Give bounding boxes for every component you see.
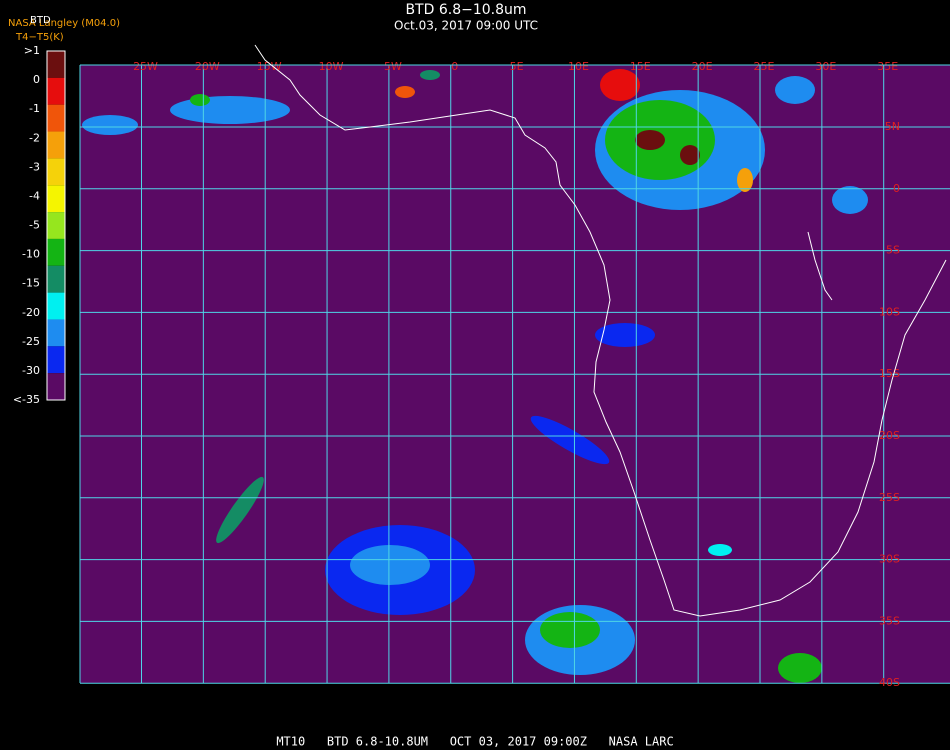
longitude-label: 30E: [815, 60, 836, 73]
scale-border: [46, 50, 66, 401]
longitude-label: 0: [451, 60, 458, 73]
lake: [807, 231, 833, 301]
color-swatch: [47, 158, 65, 186]
latitude-label: 25S: [879, 491, 900, 504]
color-swatch: [47, 131, 65, 159]
latitude-label: 35S: [879, 614, 900, 627]
scale-label: -30: [22, 364, 40, 377]
longitude-label: 5W: [384, 60, 402, 73]
scale-label: 0: [33, 73, 40, 86]
product: BTD: [30, 15, 51, 26]
cloud-features: [82, 69, 868, 683]
scale-label: <-35: [13, 393, 40, 406]
graticule: 25W 20W 15W 10W 5W 0 5E 10E 15E 20E 25E 30E 35E 5N 0 5S…: [79, 60, 950, 689]
scale-label: >1: [24, 44, 40, 57]
latitude-label: 20S: [879, 429, 900, 442]
scale-label: -2: [29, 131, 40, 144]
color-swatch: [47, 77, 65, 105]
color-swatch: [47, 265, 65, 293]
longitude-label: 15W: [257, 60, 282, 73]
longitude-label: 15E: [630, 60, 651, 73]
credit: NASA Langley (M04.0): [8, 18, 120, 29]
longitude-label: 10W: [319, 60, 344, 73]
scale-label: -4: [29, 189, 40, 202]
scale-label: -15: [22, 277, 40, 290]
scale-label: -10: [22, 248, 40, 261]
scale-label: -20: [22, 306, 40, 319]
latitude-label: 5N: [885, 120, 900, 133]
color-swatch: [47, 185, 65, 213]
latitude-label: 0: [893, 182, 900, 195]
color-swatch: [47, 373, 65, 400]
color-swatch: [47, 292, 65, 320]
unit: T4−T5(K): [15, 32, 64, 43]
title: BTD 6.8−10.8um: [405, 2, 526, 18]
longitude-label: 25E: [754, 60, 775, 73]
scale-label: -3: [29, 160, 40, 173]
color-swatch: [47, 104, 65, 132]
color-swatch: [47, 51, 65, 78]
latitude-label: 40S: [879, 676, 900, 689]
scale-label: -5: [29, 219, 40, 232]
scale-label: -1: [29, 102, 40, 115]
color-swatch: [47, 319, 65, 347]
color-swatch: [47, 346, 65, 374]
longitude-label: 10E: [568, 60, 589, 73]
coastline: [254, 44, 947, 617]
longitude-label: 20W: [195, 60, 220, 73]
subtitle: Oct.03, 2017 09:00 UTC: [394, 19, 538, 33]
longitude-label: 20E: [692, 60, 713, 73]
latitude-label: 15S: [879, 367, 900, 380]
longitude-label: 25W: [133, 60, 158, 73]
scale-label: -25: [22, 335, 40, 348]
footer: MT10 BTD 6.8-10.8UM OCT 03, 2017 09:00Z …: [276, 735, 673, 749]
color-scale: >1 0 -1 -2 -3 -4 -5 -10 -15 -20 -25 -30 <-35: [13, 44, 66, 406]
latitude-label: 10S: [879, 305, 900, 318]
color-swatch: [47, 238, 65, 266]
latitude-label: 30S: [879, 553, 900, 566]
latitude-label: 5S: [886, 244, 900, 257]
color-swatch: [47, 212, 65, 239]
longitude-label: 5E: [510, 60, 524, 73]
longitude-label: 35E: [877, 60, 898, 73]
